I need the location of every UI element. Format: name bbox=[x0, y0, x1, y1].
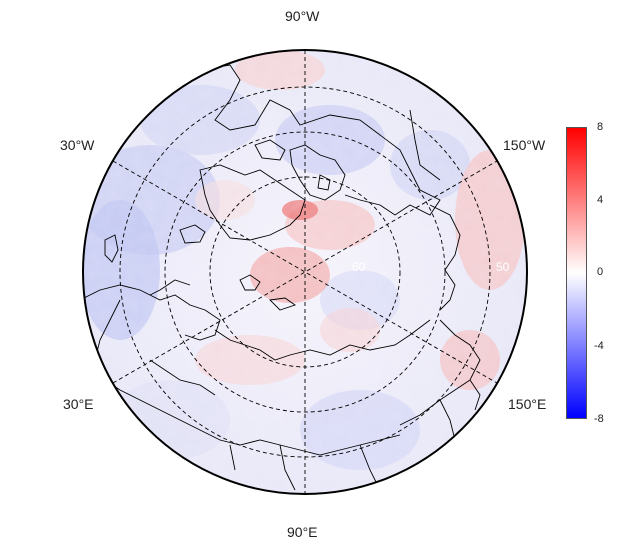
colorbar bbox=[566, 127, 587, 419]
lat-label-50: 50 bbox=[496, 260, 510, 274]
lon-label-upper-right: 150°W bbox=[503, 137, 546, 153]
colorbar-tick: 8 bbox=[597, 121, 604, 133]
colorbar-tick: -4 bbox=[594, 340, 604, 352]
lon-label-lower-right: 150°E bbox=[508, 396, 547, 412]
lon-label-lower-left: 30°E bbox=[63, 396, 94, 412]
colorbar-tick: 4 bbox=[597, 194, 604, 206]
map-border bbox=[82, 49, 528, 495]
graticule bbox=[112, 50, 498, 494]
lon-label-bottom: 90°E bbox=[287, 524, 318, 540]
lon-label-top: 90°W bbox=[285, 8, 320, 24]
lon-label-upper-left: 30°W bbox=[60, 137, 95, 153]
colorbar-tick: 0 bbox=[597, 266, 604, 278]
colorbar-tick: -8 bbox=[594, 413, 604, 425]
lat-label-60: 60 bbox=[352, 260, 366, 274]
